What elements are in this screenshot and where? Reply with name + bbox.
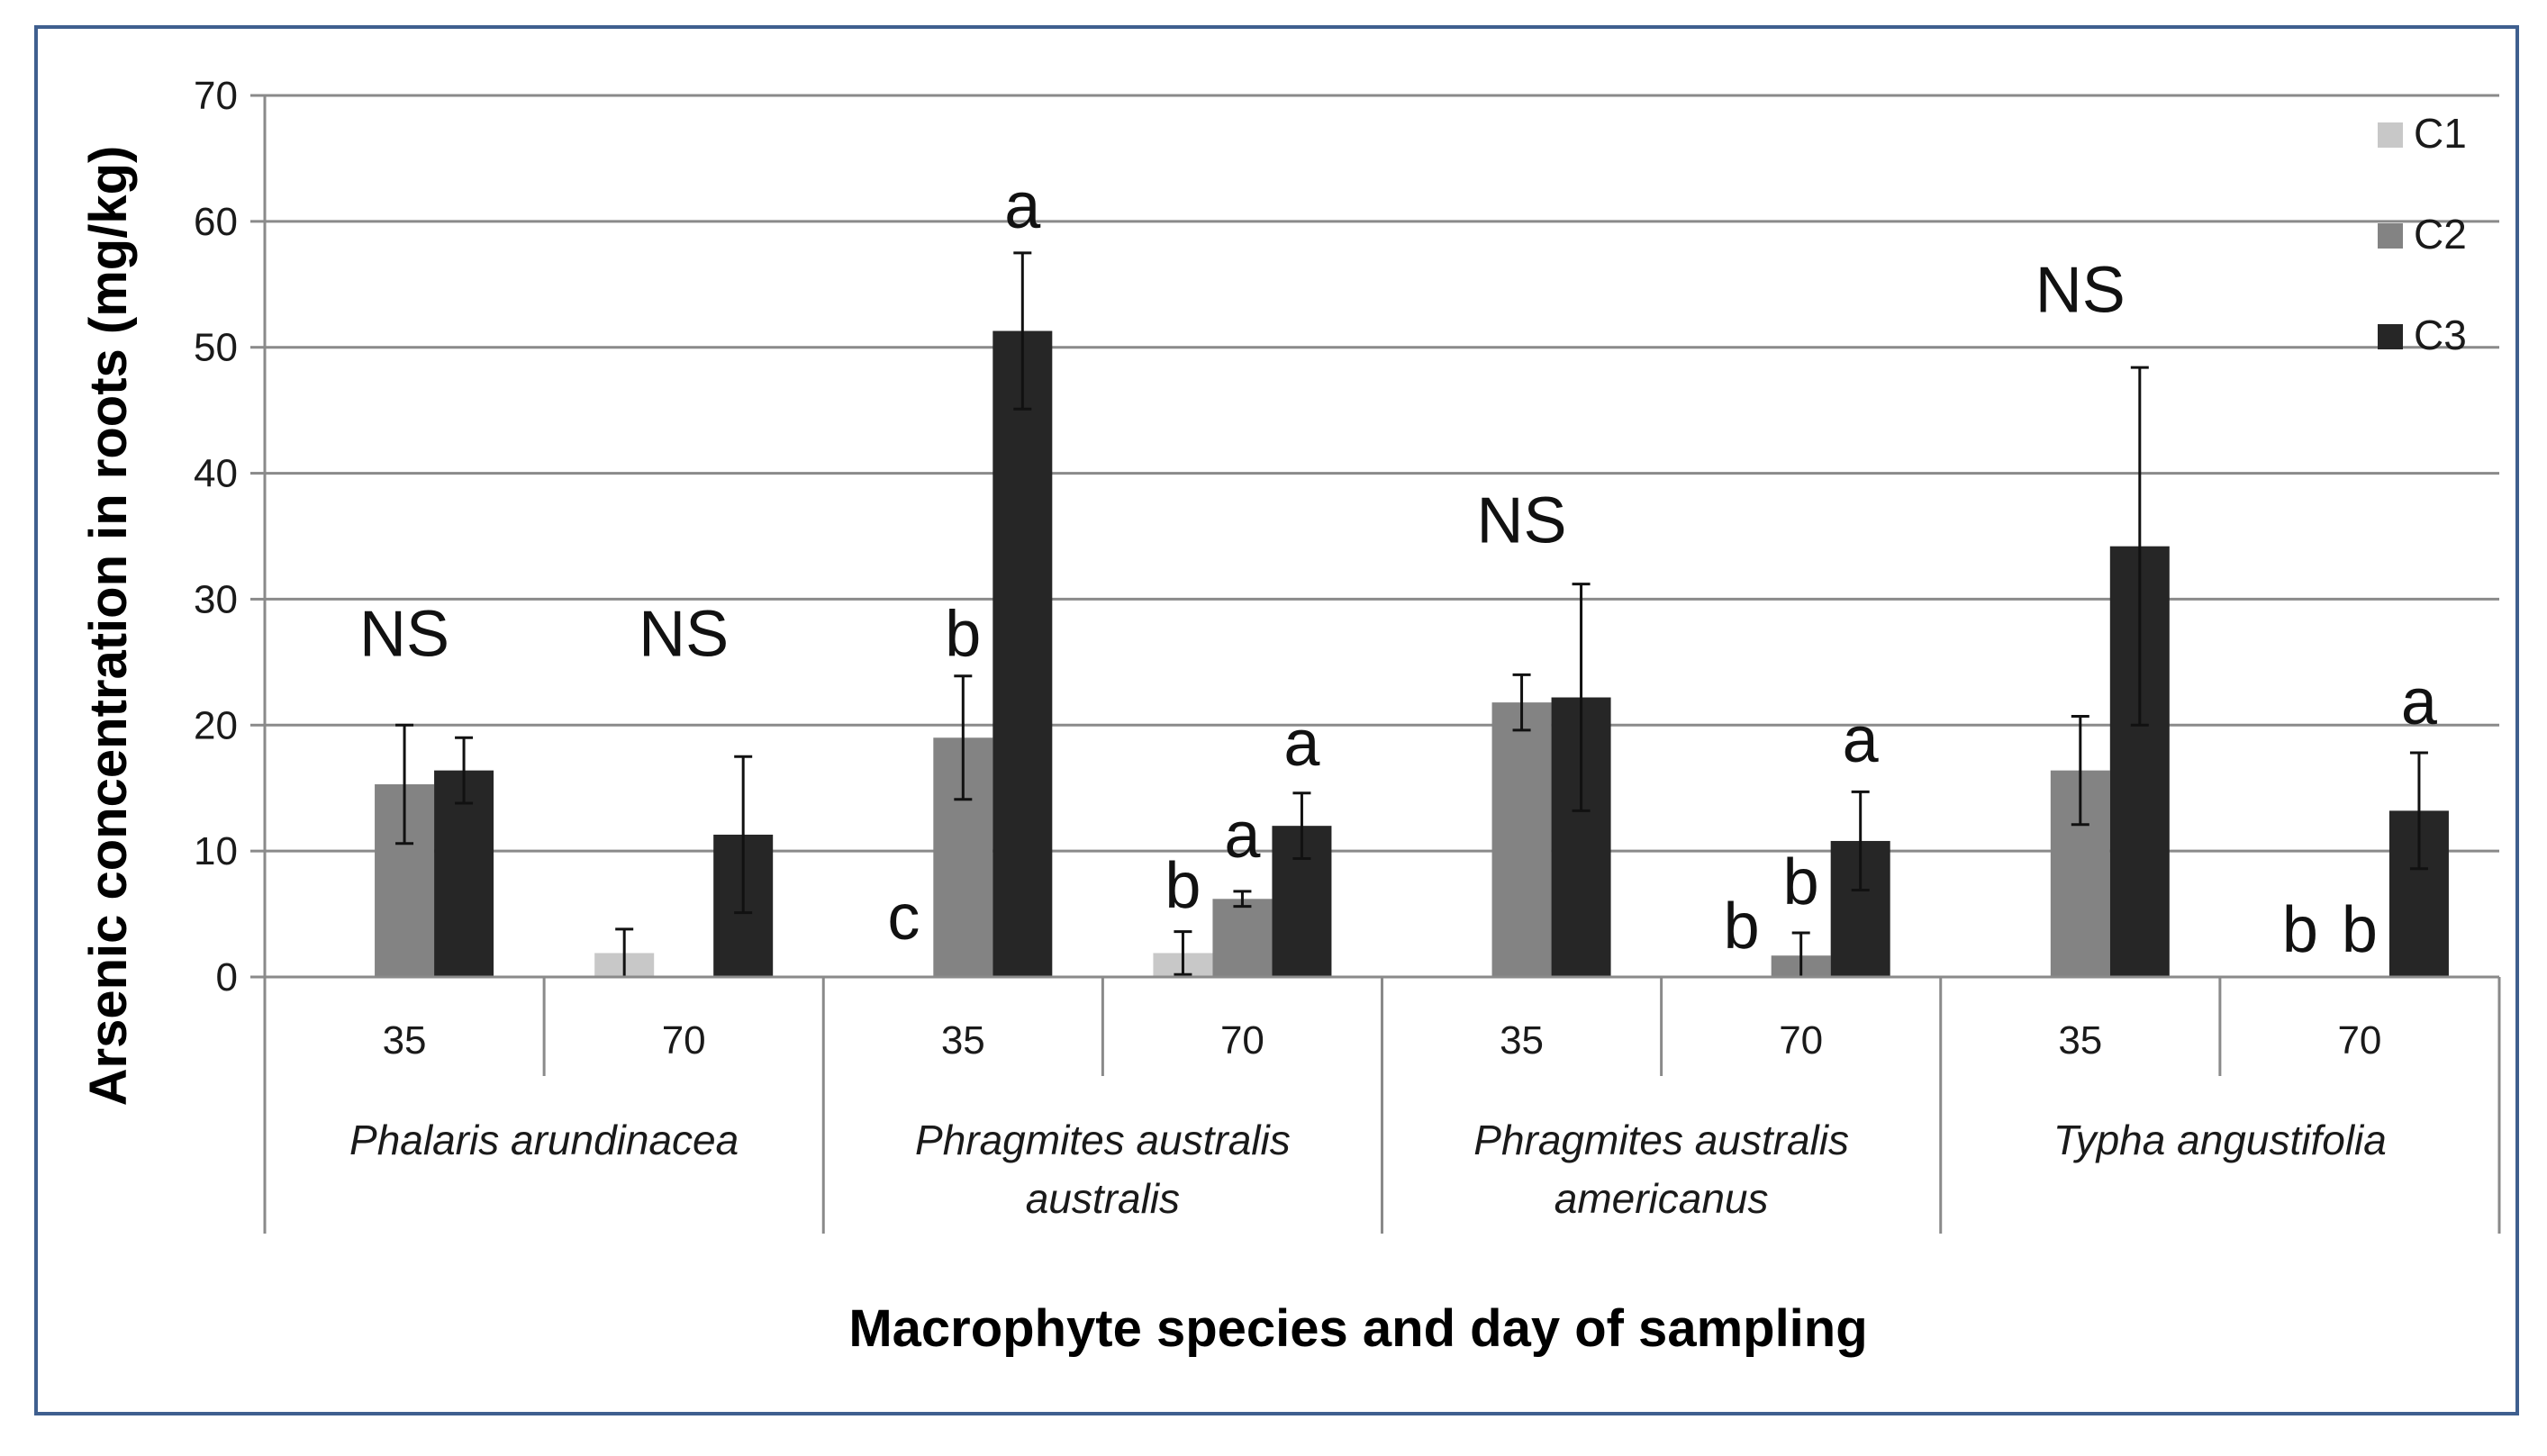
significance-label: a — [1224, 800, 1261, 872]
species-label: Phragmites australis — [915, 1117, 1291, 1163]
significance-label: a — [1843, 704, 1880, 776]
figure-border — [34, 25, 2519, 1415]
y-axis-title: Arsenic concentration in roots (mg/kg) — [79, 146, 138, 1107]
legend-swatch-c1 — [2378, 122, 2403, 148]
day-label: 35 — [1500, 1018, 1544, 1063]
bars — [375, 330, 2449, 978]
significance-label: NS — [639, 598, 729, 670]
day-label: 70 — [1220, 1018, 1264, 1063]
day-label: 35 — [383, 1018, 427, 1063]
error-bars — [395, 251, 2428, 977]
y-tick-label: 70 — [194, 74, 238, 118]
significance-label: b — [1783, 846, 1819, 918]
day-label: 70 — [662, 1018, 706, 1063]
day-label: 35 — [2058, 1018, 2102, 1063]
species-label: americanus — [1554, 1175, 1769, 1222]
bar-c2 — [1491, 702, 1552, 977]
y-tick-label: 30 — [194, 577, 238, 621]
y-tick-label: 0 — [216, 955, 238, 999]
significance-label: NS — [1477, 484, 1567, 556]
day-label: 35 — [941, 1018, 985, 1063]
y-tick-label: 40 — [194, 452, 238, 496]
significance-label: b — [2342, 894, 2378, 966]
legend-label-c1: C1 — [2414, 110, 2467, 157]
day-label: 70 — [1779, 1018, 1823, 1063]
species-label: Phalaris arundinacea — [349, 1117, 739, 1163]
legend-label-c2: C2 — [2414, 211, 2467, 258]
day-label: 70 — [2337, 1018, 2381, 1063]
legend: C1 C2 C3 — [2378, 110, 2467, 358]
significance-label: c — [887, 882, 920, 954]
significance-label: NS — [359, 598, 449, 670]
y-tick-label: 50 — [194, 326, 238, 370]
y-tick-label: 10 — [194, 829, 238, 873]
bar-c3 — [434, 770, 494, 977]
species-label: Typha angustifolia — [2053, 1117, 2387, 1163]
legend-label-c3: C3 — [2414, 312, 2467, 358]
x-axis-title: Macrophyte species and day of sampling — [848, 1299, 1867, 1358]
significance-label: a — [1283, 708, 1320, 780]
significance-label: b — [945, 598, 981, 670]
significance-label: b — [2282, 894, 2318, 966]
species-label: australis — [1026, 1175, 1180, 1222]
significance-label: NS — [2035, 255, 2126, 327]
bar-c3 — [993, 330, 1053, 978]
significance-label: b — [1165, 850, 1201, 922]
bar-c2 — [1212, 899, 1273, 977]
legend-swatch-c3 — [2378, 324, 2403, 349]
significance-label: a — [2401, 666, 2438, 738]
y-tick-label: 60 — [194, 200, 238, 244]
significance-label: a — [1004, 170, 1041, 242]
species-label: Phragmites australis — [1473, 1117, 1849, 1163]
x-axis-labels: 35 70 Phalaris arundinacea 35 70 Phragmites a… — [263, 977, 2501, 1234]
significance-label: b — [1724, 891, 1760, 963]
y-tick-label: 20 — [194, 703, 238, 747]
legend-swatch-c2 — [2378, 223, 2403, 249]
